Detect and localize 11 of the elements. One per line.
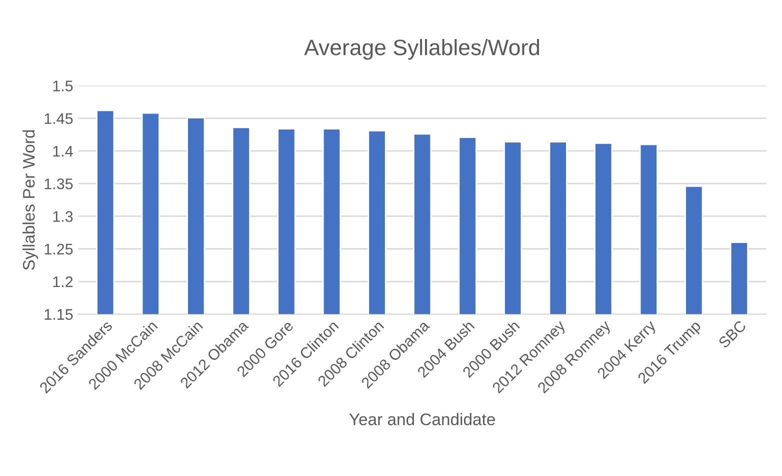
y-tick-label: 1.2 [53,276,73,288]
x-axis-title: Year and Candidate [349,413,495,426]
y-tick-label: 1.4 [53,146,73,156]
chart-title: Average Syllables/Word [304,39,540,60]
y-tick-label: 1.35 [44,178,73,190]
y-axis-title: Syllables Per Word [22,130,38,270]
y-tick-label: 1.25 [44,244,73,255]
y-tick-label: 1.3 [53,211,73,222]
y-tick-label: 1.15 [44,309,73,320]
y-tick-label: 1.45 [44,113,73,124]
y-tick-label: 1.5 [53,80,73,92]
